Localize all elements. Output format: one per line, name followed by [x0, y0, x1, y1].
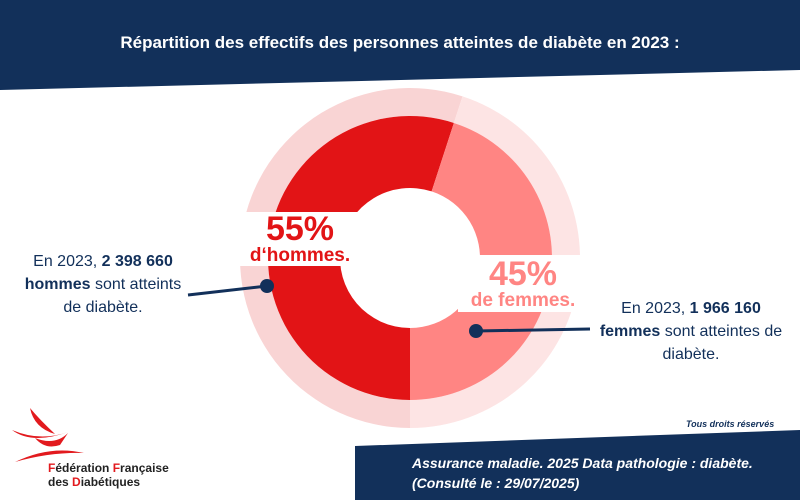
men-annotation: En 2023, 2 398 660 hommes sont atteints … [18, 250, 188, 320]
men-label: 55% d‘hommes. [240, 212, 360, 266]
men-leader-line [187, 284, 268, 297]
women-ann-count: 1 966 160 femmes [599, 300, 761, 341]
men-leader-dot [260, 279, 274, 293]
women-leader-dot [469, 324, 483, 338]
women-ann-post: sont atteintes de diabète. [660, 323, 783, 364]
slice-hommes [268, 115, 454, 400]
men-text: d‘hommes. [249, 245, 351, 266]
logo-text: Fédération Française des Diabétiques [48, 461, 169, 490]
source-text: Assurance maladie. 2025 Data pathologie … [412, 453, 753, 494]
women-label: 45% de femmes. [458, 255, 588, 312]
source-line1: Assurance maladie. 2025 Data pathologie … [412, 455, 753, 471]
men-ann-post: sont atteints de diabète. [63, 276, 182, 317]
rights-text: Tous droits réservés [686, 419, 775, 429]
men-percent: 55% [265, 210, 335, 248]
header-band [0, 0, 800, 90]
logo-icon [12, 408, 84, 462]
source-band [355, 430, 800, 500]
women-ann-pre: En 2023, [621, 300, 690, 317]
halo-femmes [410, 96, 580, 429]
women-leader-line [475, 327, 591, 333]
women-text: de femmes. [470, 290, 576, 311]
men-ann-count: 2 398 660 hommes [24, 253, 173, 294]
source-line2: (Consulté le : 29/07/2025) [412, 475, 580, 492]
women-percent: 45% [488, 255, 558, 293]
halo-hommes [239, 87, 463, 428]
men-ann-pre: En 2023, [33, 253, 102, 270]
women-annotation: En 2023, 1 966 160 femmes sont atteintes… [596, 297, 786, 367]
page-title: Répartition des effectifs des personnes … [120, 33, 680, 52]
